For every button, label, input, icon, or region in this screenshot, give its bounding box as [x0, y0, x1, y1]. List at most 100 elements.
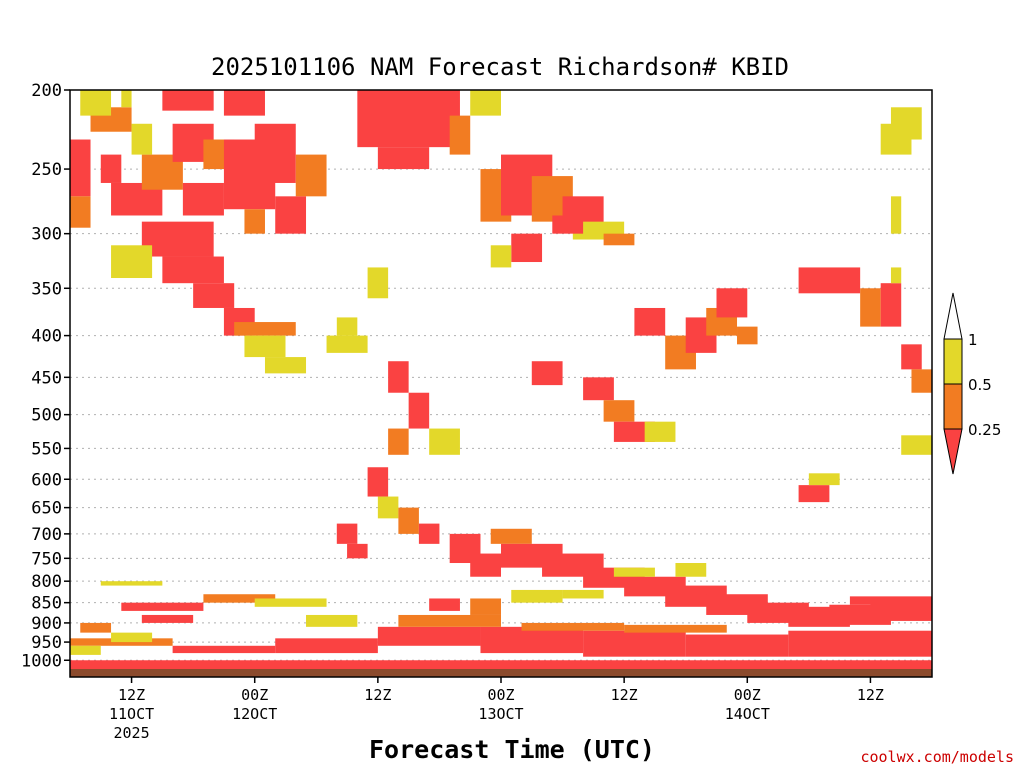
ri-region-cell [80, 90, 112, 116]
ri-region-cell [254, 598, 327, 607]
ri-region-cell [306, 614, 358, 627]
legend-swatch-orange [943, 383, 963, 430]
ri-region-cell [613, 567, 655, 577]
legend-bottom-arrow [943, 428, 963, 475]
ri-region-cell [377, 626, 481, 646]
y-tick-label: 650 [31, 499, 62, 519]
x-tick-label: 12Z [611, 686, 638, 704]
ri-region-cell [100, 154, 122, 183]
ri-region-cell [583, 630, 686, 657]
ri-region-cell [408, 392, 430, 429]
ri-region-cell [275, 196, 307, 234]
y-tick-label: 700 [31, 525, 62, 545]
ri-region-cell [244, 335, 286, 358]
ri-region-cell [890, 267, 902, 284]
legend-label: 0.25 [968, 421, 1001, 439]
y-axis: 200 250 300 350 400 450 500 550 600 650 700 750 8008… [21, 81, 70, 671]
ri-region-cell [880, 283, 902, 327]
ri-region-cell [521, 622, 625, 631]
ri-region-cell [480, 626, 584, 654]
ri-region-cell [603, 400, 635, 422]
ri-region-cell [182, 182, 224, 216]
ri-region-cell [203, 594, 276, 603]
ri-region-cell [336, 317, 358, 336]
y-tick-label: 550 [31, 439, 62, 459]
y-tick-label: 600 [31, 470, 62, 490]
y-tick-label: 950 [31, 633, 62, 653]
ri-region-cell [644, 421, 676, 442]
ri-region-cell [377, 496, 399, 519]
x-tick-label: 00Z [241, 686, 268, 704]
y-tick-label: 300 [31, 225, 62, 245]
ri-region-cell [295, 154, 327, 197]
ri-region-cell [470, 90, 501, 116]
ri-region-cell [141, 614, 194, 623]
credit-text: coolwx.com/models [860, 748, 1014, 766]
ri-region-cell [223, 90, 265, 116]
ri-region-cell [336, 523, 358, 544]
ri-region-cell [121, 90, 132, 108]
ri-region-cell [798, 485, 830, 503]
y-tick-label: 450 [31, 368, 62, 388]
ri-region-cell [490, 528, 532, 544]
ri-region-cell [490, 245, 512, 268]
y-tick-label: 400 [31, 327, 62, 347]
x-tick-date: 11OCT [109, 705, 154, 723]
ri-region-cell [357, 90, 460, 148]
ri-region-cell [511, 233, 543, 263]
ri-region-cell [624, 624, 727, 633]
ri-region-cell [675, 563, 707, 577]
x-tick-year: 2025 [114, 724, 150, 742]
ri-region-cell [890, 196, 902, 234]
ri-region-cell [172, 645, 276, 654]
ri-region-cell [254, 123, 296, 183]
ri-region-cell [901, 344, 922, 370]
y-tick-label: 200 [31, 81, 62, 101]
ri-region-cell [80, 622, 112, 633]
color-legend: 1 0.5 0.25 [943, 292, 1001, 475]
x-tick-date: 13OCT [478, 705, 523, 723]
ri-region-cell [901, 435, 932, 455]
ri-region-cell [367, 267, 389, 299]
ri-region-cell [264, 357, 307, 374]
y-tick-label: 250 [31, 160, 62, 180]
ri-region-cell [849, 596, 932, 605]
ri-region-cell [583, 377, 614, 401]
x-axis-label: Forecast Time (UTC) [369, 735, 655, 764]
x-tick-label: 12Z [364, 686, 391, 704]
ri-region-cell [377, 147, 430, 170]
ri-region-cell [798, 267, 861, 294]
legend-swatch-yellow [943, 338, 963, 385]
ri-region-cell [911, 369, 932, 393]
ri-region-cell [121, 602, 204, 611]
x-tick-label: 12Z [857, 686, 884, 704]
ri-region-cell [388, 361, 409, 393]
y-tick-label: 750 [31, 549, 62, 569]
ri-region-cell [716, 288, 748, 318]
ri-region-cell [890, 107, 922, 140]
ri-region-cell [388, 428, 409, 455]
ri-region-cell [275, 638, 378, 654]
y-tick-label: 500 [31, 406, 62, 426]
ri-region-cell [470, 553, 501, 577]
ri-region-cell [429, 598, 460, 611]
ri-region-cell [193, 283, 235, 308]
ri-region-cell [685, 634, 789, 657]
ri-region-cell [162, 90, 214, 111]
ri-region-cell [552, 215, 584, 234]
ri-region-cell [470, 598, 501, 615]
ri-region-cell [418, 523, 440, 544]
x-tick-date: 14OCT [725, 705, 770, 723]
ri-region-cell [634, 307, 666, 336]
ri-region-cell [70, 196, 91, 228]
ri-region-cell [737, 326, 758, 345]
ri-region-cell [603, 233, 635, 246]
ri-region-cell [244, 209, 265, 234]
y-tick-label: 850 [31, 594, 62, 614]
ri-region-cell [511, 589, 563, 603]
ri-region-cell [131, 123, 153, 155]
ri-region-cell [870, 602, 932, 621]
ri-region-cell [70, 660, 932, 669]
